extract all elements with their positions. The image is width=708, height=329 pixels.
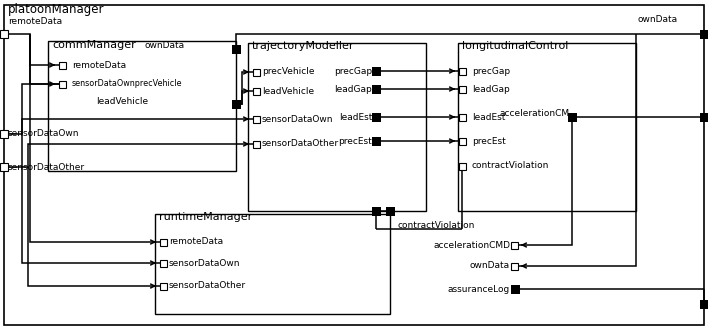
Text: sensorDataOwn: sensorDataOwn	[169, 259, 241, 267]
Bar	[253, 88, 260, 94]
Bar	[253, 68, 260, 75]
Bar	[700, 30, 708, 38]
Bar	[0, 130, 8, 138]
Text: platoonManager: platoonManager	[8, 4, 105, 16]
Text: leadVehicle: leadVehicle	[96, 97, 148, 107]
Text: sensorDataOwn: sensorDataOwn	[8, 130, 79, 139]
Bar	[459, 67, 465, 74]
Bar	[159, 260, 166, 266]
Text: ownData: ownData	[145, 40, 185, 49]
Text: contractViolation: contractViolation	[472, 162, 549, 170]
Bar	[510, 263, 518, 269]
Text: leadVehicle: leadVehicle	[262, 87, 314, 95]
Text: accelerationCMD: accelerationCMD	[433, 240, 510, 249]
Text: assuranceLog: assuranceLog	[447, 285, 510, 293]
Bar	[0, 163, 8, 171]
Text: sensorDataOwnprecVehicle: sensorDataOwnprecVehicle	[72, 80, 183, 89]
Text: commManager: commManager	[52, 40, 136, 50]
Bar	[232, 44, 241, 54]
Text: leadEst: leadEst	[472, 113, 506, 121]
Text: leadEst: leadEst	[338, 113, 372, 121]
Text: leadGap: leadGap	[334, 85, 372, 93]
Text: precEst: precEst	[338, 137, 372, 145]
Text: remoteData: remoteData	[8, 16, 62, 26]
Text: sensorDataOwn: sensorDataOwn	[262, 114, 333, 123]
Bar	[155, 214, 390, 314]
Text: sensorDataOther: sensorDataOther	[262, 139, 339, 148]
Bar	[159, 283, 166, 290]
Text: ownData: ownData	[470, 262, 510, 270]
Text: trajectoryModeller: trajectoryModeller	[252, 41, 355, 51]
Bar	[459, 86, 465, 92]
Bar	[372, 66, 380, 75]
Text: remoteData: remoteData	[169, 238, 223, 246]
Bar	[59, 81, 66, 88]
Bar	[232, 99, 241, 109]
Text: runtimeManager: runtimeManager	[159, 212, 252, 222]
Bar	[372, 113, 380, 121]
Text: sensorDataOther: sensorDataOther	[8, 163, 85, 171]
Text: precVehicle: precVehicle	[262, 67, 314, 77]
Bar	[568, 113, 576, 121]
Text: contractViolation: contractViolation	[398, 220, 475, 230]
Text: sensorDataOther: sensorDataOther	[169, 282, 246, 291]
Text: accelerationCM: accelerationCM	[500, 110, 570, 118]
Bar	[253, 115, 260, 122]
Text: leadGap: leadGap	[472, 85, 510, 93]
Bar	[0, 30, 8, 38]
Bar	[700, 299, 708, 309]
Bar	[459, 138, 465, 144]
Bar	[372, 207, 380, 215]
Text: longitudinalControl: longitudinalControl	[462, 41, 569, 51]
Bar	[248, 43, 426, 211]
Bar	[700, 113, 708, 121]
Bar	[459, 114, 465, 120]
Text: precGap: precGap	[472, 66, 510, 75]
Bar	[510, 241, 518, 248]
Bar	[48, 41, 236, 171]
Bar	[253, 140, 260, 147]
Text: precEst: precEst	[472, 137, 506, 145]
Text: remoteData: remoteData	[72, 61, 126, 69]
Text: ownData: ownData	[638, 15, 678, 24]
Text: precGap: precGap	[334, 66, 372, 75]
Bar	[372, 137, 380, 145]
Bar	[458, 43, 636, 211]
Bar	[459, 163, 465, 169]
Bar	[385, 207, 394, 215]
Bar	[59, 62, 66, 68]
Bar	[159, 239, 166, 245]
Bar	[385, 207, 394, 215]
Bar	[372, 85, 380, 93]
Bar	[510, 285, 520, 293]
